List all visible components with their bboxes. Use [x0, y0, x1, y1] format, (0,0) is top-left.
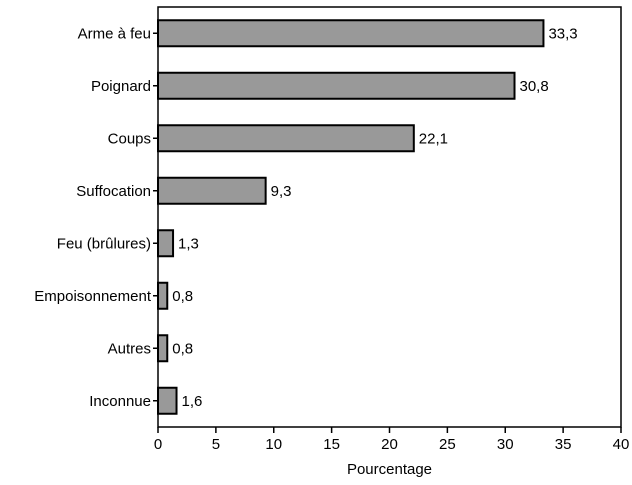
- x-axis-title: Pourcentage: [347, 461, 432, 478]
- x-tick-label: 35: [555, 436, 572, 453]
- plot-border: [157, 6, 622, 428]
- bar: [157, 229, 175, 258]
- x-tick-label: 10: [265, 436, 282, 453]
- value-label: 33,3: [548, 25, 577, 42]
- bar: [157, 386, 178, 415]
- value-label: 1,3: [178, 235, 199, 252]
- category-label: Autres: [108, 340, 151, 357]
- x-tick-label: 40: [613, 436, 630, 453]
- bar: [157, 176, 267, 205]
- x-axis-ticks: 0 5 10 15 20 25 30 35 40: [154, 427, 630, 453]
- bar: [157, 281, 169, 310]
- category-label: Poignard: [91, 78, 151, 95]
- value-labels: 33,3 30,8 22,1 9,3 1,3 0,8 0,8 1,6: [172, 25, 577, 410]
- category-label: Coups: [108, 130, 151, 147]
- category-label: Empoisonnement: [34, 288, 152, 305]
- x-tick-label: 25: [439, 436, 456, 453]
- x-tick-label: 5: [212, 436, 220, 453]
- plot-frame: [153, 6, 622, 428]
- value-label: 0,8: [172, 340, 193, 357]
- category-label: Inconnue: [89, 393, 151, 410]
- value-label: 30,8: [520, 78, 549, 95]
- bar: [157, 124, 415, 153]
- bar: [157, 19, 545, 48]
- value-label: 9,3: [271, 183, 292, 200]
- category-labels: Arme à feu Poignard Coups Suffocation Feu (b…: [34, 25, 152, 410]
- x-tick-label: 30: [497, 436, 514, 453]
- category-label: Feu (brûlures): [57, 235, 151, 252]
- category-label: Suffocation: [76, 183, 151, 200]
- value-label: 1,6: [182, 393, 203, 410]
- x-tick-label: 15: [323, 436, 340, 453]
- bar: [157, 71, 516, 100]
- value-label: 0,8: [172, 288, 193, 305]
- category-label: Arme à feu: [78, 25, 151, 42]
- x-tick-label: 20: [381, 436, 398, 453]
- value-label: 22,1: [419, 130, 448, 147]
- x-tick-label: 0: [154, 436, 162, 453]
- bars-group: [157, 19, 545, 415]
- bar: [157, 334, 169, 363]
